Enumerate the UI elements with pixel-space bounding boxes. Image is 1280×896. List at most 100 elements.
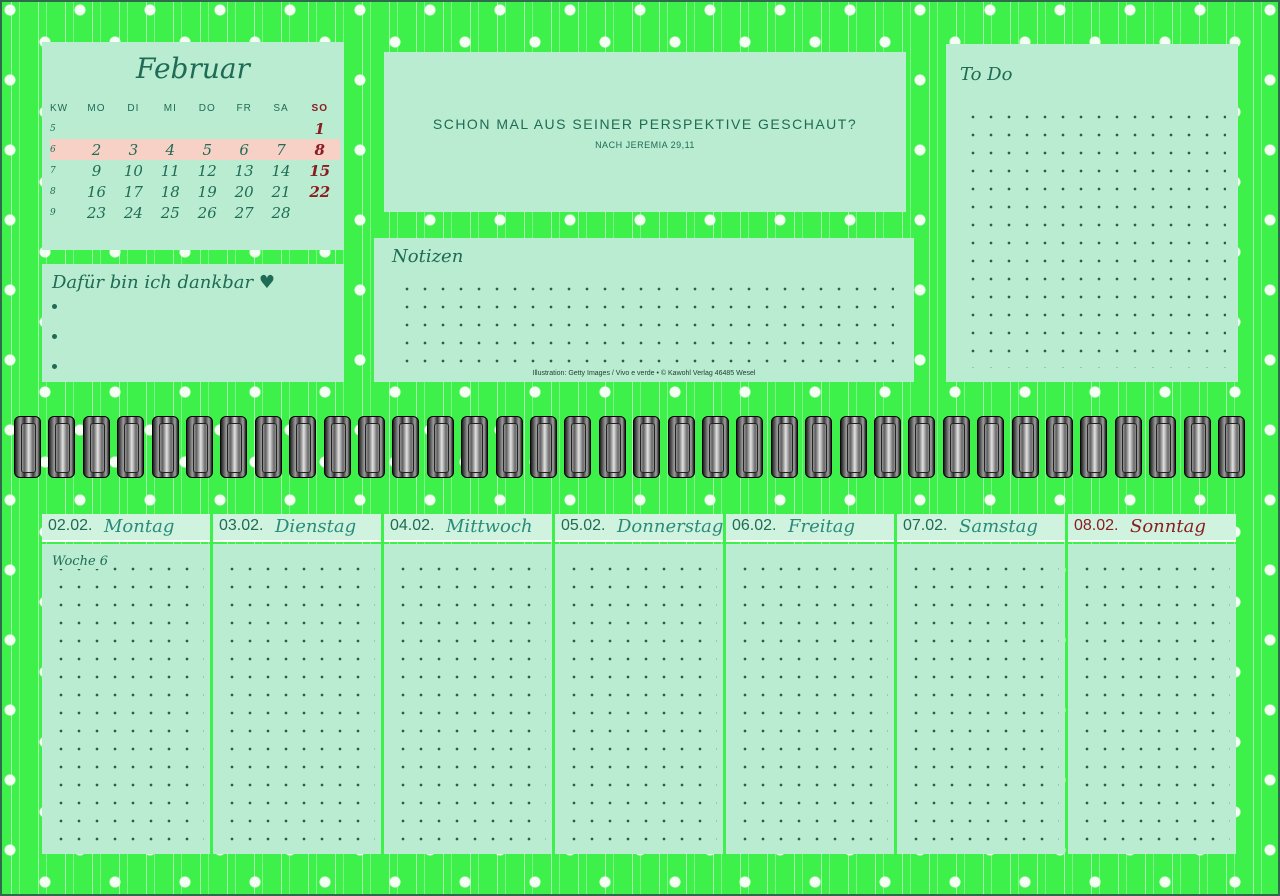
calendar-week-number: 9 <box>50 207 56 218</box>
calendar-day: 14 <box>271 161 291 180</box>
day-name: Donnerstag <box>617 516 723 537</box>
calendar-header-mi: MI <box>163 102 177 114</box>
calendar-day <box>263 118 300 139</box>
calendar-header-row: KW MO DI MI DO FR SA SO <box>50 98 340 118</box>
spiral-ring <box>598 416 626 478</box>
day-header: 02.02. Montag <box>42 514 210 542</box>
spiral-ring <box>1046 416 1073 478</box>
day-body[interactable] <box>897 544 1065 854</box>
spiral-ring <box>633 416 661 478</box>
spiral-ring <box>495 416 523 478</box>
day-dot-grid[interactable] <box>219 556 375 846</box>
gratitude-bullet-3[interactable] <box>52 364 57 369</box>
spiral-ring <box>874 416 901 478</box>
day-date: 06.02. <box>732 517 777 534</box>
spiral-ring <box>392 416 420 478</box>
day-body[interactable] <box>384 544 552 854</box>
calendar-week-row-current: 6 2 3 4 5 6 7 8 <box>50 139 340 160</box>
spiral-ring <box>942 416 970 478</box>
calendar-day: 16 <box>86 182 106 201</box>
spiral-ring <box>530 416 557 478</box>
calendar-header-sa: SA <box>273 102 289 114</box>
quote-panel: SCHON MAL AUS SEINER PERSPEKTIVE GESCHAU… <box>384 52 906 212</box>
gratitude-bullet-2[interactable] <box>52 334 57 339</box>
spiral-ring <box>151 416 179 478</box>
day-body[interactable] <box>726 544 894 854</box>
month-calendar: Februar KW MO DI MI DO FR SA SO 5 <box>42 42 344 250</box>
calendar-day <box>189 118 226 139</box>
calendar-day: 24 <box>123 203 143 222</box>
calendar-day: 18 <box>160 182 180 201</box>
calendar-day: 28 <box>271 203 291 222</box>
spiral-ring <box>564 416 592 478</box>
day-name: Mittwoch <box>446 516 533 537</box>
day-header: 04.02. Mittwoch <box>384 514 552 542</box>
calendar-day: 5 <box>188 139 226 160</box>
calendar-header-fr: FR <box>236 102 252 114</box>
day-dot-grid[interactable] <box>1074 556 1230 846</box>
calendar-week-number: 7 <box>50 165 56 176</box>
day-column-saturday: 07.02. Samstag <box>897 514 1065 854</box>
calendar-day: 23 <box>86 203 106 222</box>
day-body[interactable] <box>1068 544 1236 854</box>
spiral-ring <box>426 416 454 478</box>
calendar-day: 27 <box>234 203 254 222</box>
day-header: 06.02. Freitag <box>726 514 894 542</box>
calendar-day: 10 <box>123 161 143 180</box>
calendar-day: 13 <box>234 161 254 180</box>
calendar-day: 2 <box>78 139 115 160</box>
calendar-header-kw: KW <box>50 102 69 114</box>
day-body[interactable] <box>213 544 381 854</box>
calendar-day-sunday: 15 <box>309 161 331 180</box>
day-date: 04.02. <box>390 517 435 534</box>
calendar-week-row: 8 16 17 18 19 20 21 22 <box>50 181 340 202</box>
spiral-ring <box>977 416 1005 478</box>
spiral-ring <box>908 416 936 478</box>
calendar-day: 21 <box>271 182 291 201</box>
calendar-day: 19 <box>197 182 217 201</box>
calendar-day: 6 <box>225 139 263 160</box>
calendar-grid: KW MO DI MI DO FR SA SO 5 1 <box>50 98 340 223</box>
spiral-ring <box>805 416 833 478</box>
calendar-day-sunday: 1 <box>314 119 325 138</box>
calendar-day <box>226 118 263 139</box>
calendar-header-mo: MO <box>87 102 106 114</box>
day-dot-grid[interactable] <box>48 556 204 846</box>
calendar-day: 7 <box>262 139 300 160</box>
spiral-ring <box>667 416 695 478</box>
todo-title: To Do <box>960 64 1013 85</box>
day-dot-grid[interactable] <box>732 556 888 846</box>
quote-text: SCHON MAL AUS SEINER PERSPEKTIVE GESCHAU… <box>432 116 858 132</box>
todo-dot-grid[interactable] <box>960 104 1226 368</box>
day-body[interactable] <box>555 544 723 854</box>
day-header: 05.02. Donnerstag <box>555 514 723 542</box>
calendar-day-sunday: 8 <box>299 139 340 160</box>
calendar-day <box>152 118 189 139</box>
notes-panel[interactable]: Notizen Illustration: Getty Images / Viv… <box>374 238 914 382</box>
calendar-day-sunday: 22 <box>309 182 331 201</box>
day-header: 08.02. Sonntag <box>1068 514 1236 542</box>
day-date: 02.02. <box>48 517 93 534</box>
day-name: Montag <box>104 516 175 537</box>
day-body[interactable]: Woche 6 <box>42 544 210 854</box>
calendar-day: 25 <box>160 203 180 222</box>
day-header: 07.02. Samstag <box>897 514 1065 542</box>
todo-panel[interactable]: To Do <box>946 44 1238 382</box>
gratitude-panel: Dafür bin ich dankbar ♥ <box>42 264 344 382</box>
calendar-day: 12 <box>197 161 217 180</box>
day-date: 03.02. <box>219 517 264 534</box>
day-column-friday: 06.02. Freitag <box>726 514 894 854</box>
day-dot-grid[interactable] <box>903 556 1059 846</box>
spiral-ring <box>48 416 76 478</box>
calendar-header-so: SO <box>311 102 328 114</box>
illustration-credit: Illustration: Getty Images / Vivo e verd… <box>532 370 756 377</box>
calendar-day: 9 <box>91 161 102 180</box>
calendar-day: 11 <box>160 161 180 180</box>
notes-dot-grid[interactable] <box>394 276 894 368</box>
day-column-thursday: 05.02. Donnerstag <box>555 514 723 854</box>
spiral-ring <box>14 416 41 478</box>
gratitude-bullet-1[interactable] <box>52 304 57 309</box>
calendar-week-row: 9 23 24 25 26 27 28 <box>50 202 340 223</box>
day-dot-grid[interactable] <box>561 556 717 846</box>
day-dot-grid[interactable] <box>390 556 546 846</box>
